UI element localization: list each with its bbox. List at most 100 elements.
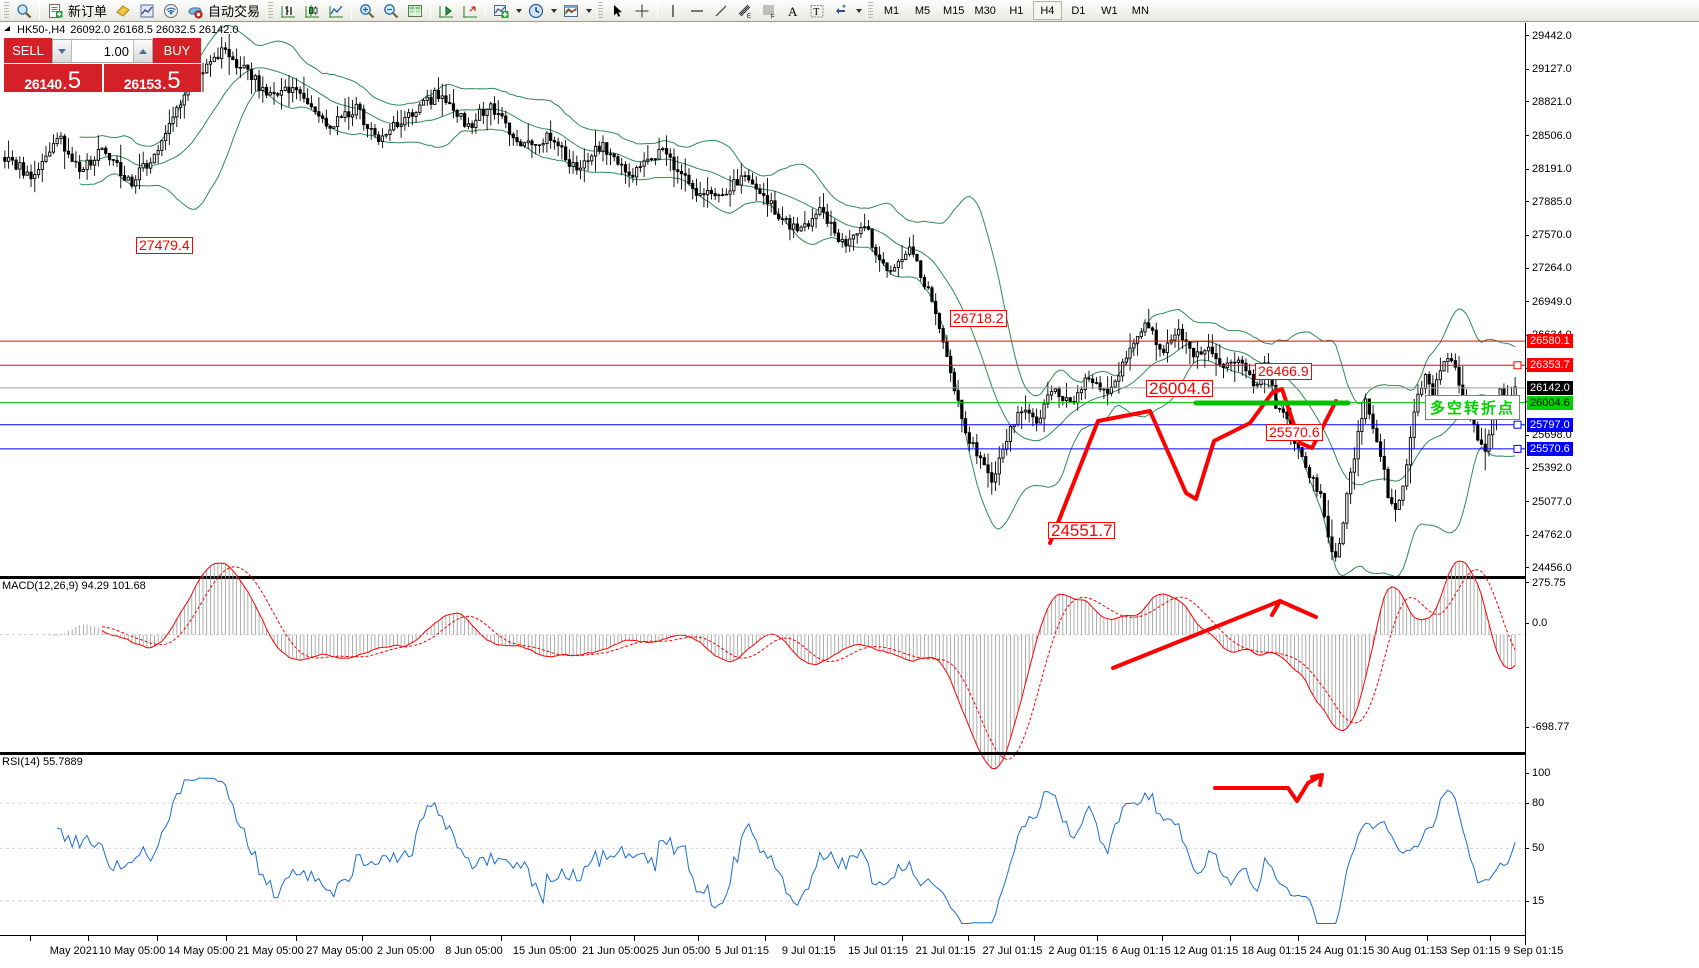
toolbar-grip-4[interactable] — [867, 1, 874, 20]
chart-area[interactable]: MACD(12,26,9) 94.29 101.68 RSI(14) 55.78… — [0, 23, 1699, 957]
volume-value[interactable]: 1.00 — [103, 43, 129, 59]
autotrading-label[interactable]: 自动交易 — [208, 4, 261, 19]
text-label-icon[interactable]: A — [781, 1, 805, 21]
level-anchor-handle[interactable] — [1513, 361, 1522, 370]
add-indicator-icon[interactable] — [489, 1, 513, 21]
chart-symbol-name: HK50-,H4 — [17, 23, 66, 36]
chart-text-annotation[interactable]: 25570.6 — [1266, 424, 1323, 441]
vertical-line-icon[interactable] — [661, 1, 685, 21]
chart-text-annotation[interactable]: 26004.6 — [1146, 380, 1214, 397]
toolbar-grip-3[interactable] — [597, 1, 604, 20]
symbols-icon[interactable] — [111, 1, 135, 21]
level-anchor-handle[interactable] — [1513, 444, 1522, 453]
equidistant-channel-icon[interactable]: E — [733, 1, 757, 21]
price-axis[interactable]: 29442.0 29127.0 28821.0 28506.0 28191.0 27885… — [1525, 23, 1699, 945]
volume-decrease-button[interactable] — [53, 40, 72, 62]
shift-end-icon[interactable] — [434, 1, 458, 21]
timeframe-h1[interactable]: H1 — [1009, 4, 1024, 17]
fibonacci-icon[interactable]: F — [757, 1, 781, 21]
chart-text-annotation[interactable]: 24551.7 — [1048, 522, 1116, 539]
time-tick-label: 24 Aug 01:15 — [1309, 945, 1375, 957]
price-level-label-last-price[interactable]: 26142.0 — [1527, 380, 1573, 395]
timeframe-clock-icon[interactable] — [524, 1, 548, 21]
candlestick-chart-icon[interactable] — [300, 1, 324, 21]
volume-stepper[interactable]: 1.00 — [52, 39, 153, 63]
price-level-label-hline-green[interactable]: 26004.6 — [1527, 395, 1573, 410]
bar-chart-icon[interactable] — [276, 1, 300, 21]
rsi-pane[interactable]: RSI(14) 55.7889 — [0, 755, 1525, 928]
bollinger-upper-band — [79, 24, 1516, 404]
price-level-label-hline-blue[interactable]: 25797.0 — [1527, 417, 1573, 432]
new-order-label[interactable]: 新订单 — [68, 4, 108, 19]
time-tick-label: 14 May 05:00 — [167, 945, 235, 957]
timeframe-m5[interactable]: M5 — [914, 4, 931, 17]
level-anchor-handle[interactable] — [1513, 420, 1522, 429]
chart-text-annotation[interactable]: 27479.4 — [136, 237, 193, 254]
volume-increase-button[interactable] — [133, 40, 152, 62]
shapes-chevron-down-icon[interactable] — [853, 1, 864, 21]
sell-button[interactable]: SELL — [4, 38, 52, 64]
timeframe-m15[interactable]: M15 — [943, 4, 965, 17]
auto-scroll-icon[interactable] — [458, 1, 482, 21]
chart-text-annotation[interactable]: 26466.9 — [1255, 363, 1312, 380]
rsi-chart-svg — [0, 773, 1525, 924]
toolbar-separator-3 — [430, 1, 432, 20]
timeframe-d1[interactable]: D1 — [1071, 4, 1086, 17]
buy-button[interactable]: BUY — [153, 38, 201, 64]
sell-price[interactable]: 26140 . 5 — [4, 64, 102, 92]
sell-price-fraction: 5 — [67, 66, 82, 94]
add-indicator-chevron-down-icon[interactable] — [513, 1, 524, 21]
zigzag-trend-drawing[interactable] — [1048, 387, 1338, 545]
macd-arrow-drawing-2[interactable] — [1278, 599, 1318, 619]
templates-chevron-down-icon[interactable] — [583, 1, 594, 21]
cursor-arrow-icon[interactable] — [606, 1, 630, 21]
time-tick-label: 27 May 05:00 — [306, 945, 373, 957]
new-order-icon[interactable] — [43, 1, 67, 21]
price-tick: 25698.0 — [1525, 429, 1572, 441]
price-tick: 28191.0 — [1525, 163, 1572, 175]
trendline-icon[interactable] — [709, 1, 733, 21]
time-tick-mark — [634, 936, 636, 941]
timeframe-m30[interactable]: M30 — [974, 4, 996, 17]
crosshair-icon[interactable] — [630, 1, 654, 21]
zoom-in-icon[interactable] — [355, 1, 379, 21]
time-tick-mark — [764, 936, 766, 941]
zoom-magnifier-icon[interactable] — [12, 1, 36, 21]
timeframe-mn[interactable]: MN — [1131, 4, 1149, 17]
price-pane[interactable] — [0, 23, 1525, 578]
time-tick-label: 21 Jun 05:00 — [582, 945, 646, 957]
timeframe-bar: M1 M5 M15 M30 H1 H4 D1 W1 MN — [876, 1, 1156, 20]
price-level-label-hline-red[interactable]: 26353.7 — [1527, 358, 1573, 373]
autotrading-icon[interactable] — [183, 1, 207, 21]
macd-pane[interactable]: MACD(12,26,9) 94.29 101.68 — [0, 560, 1525, 770]
price-tick: 25392.0 — [1525, 462, 1572, 474]
line-chart-icon[interactable] — [324, 1, 348, 21]
time-tick-label: 21 Jul 01:15 — [915, 945, 976, 957]
toolbar-grip[interactable] — [3, 1, 9, 20]
broadcast-icon[interactable] — [159, 1, 183, 21]
templates-icon[interactable] — [559, 1, 583, 21]
price-level-label-hline-blue[interactable]: 25570.6 — [1527, 441, 1573, 456]
macd-main-line — [101, 560, 1516, 770]
horizontal-line-icon[interactable] — [685, 1, 709, 21]
chart-expand-icon[interactable] — [3, 24, 12, 36]
time-tick-mark — [1033, 936, 1035, 941]
timeframe-w1[interactable]: W1 — [1101, 4, 1118, 17]
price-level-label-hline-red[interactable]: 26580.1 — [1527, 334, 1573, 349]
timeframe-m1[interactable]: M1 — [883, 4, 900, 17]
rsi-arrow-drawing-2[interactable] — [1286, 773, 1324, 803]
chart-text-annotation[interactable]: 26718.2 — [950, 310, 1007, 327]
text-box-icon[interactable]: T — [805, 1, 829, 21]
arrows-shapes-icon[interactable] — [829, 1, 853, 21]
timeframe-h4[interactable]: H4 — [1032, 1, 1062, 20]
time-tick-mark — [29, 936, 31, 941]
timeframe-chevron-down-icon[interactable] — [548, 1, 559, 21]
zoom-out-icon[interactable] — [379, 1, 403, 21]
new-chart-icon[interactable] — [135, 1, 159, 21]
data-window-icon[interactable] — [403, 1, 427, 21]
buy-price[interactable]: 26153 . 5 — [103, 64, 201, 92]
time-tick-mark — [1365, 936, 1367, 941]
chart-text-annotation-cn[interactable]: 多空转折点 — [1425, 395, 1521, 420]
macd-arrow-drawing[interactable] — [1111, 599, 1282, 670]
toolbar-grip-2[interactable] — [267, 1, 274, 20]
